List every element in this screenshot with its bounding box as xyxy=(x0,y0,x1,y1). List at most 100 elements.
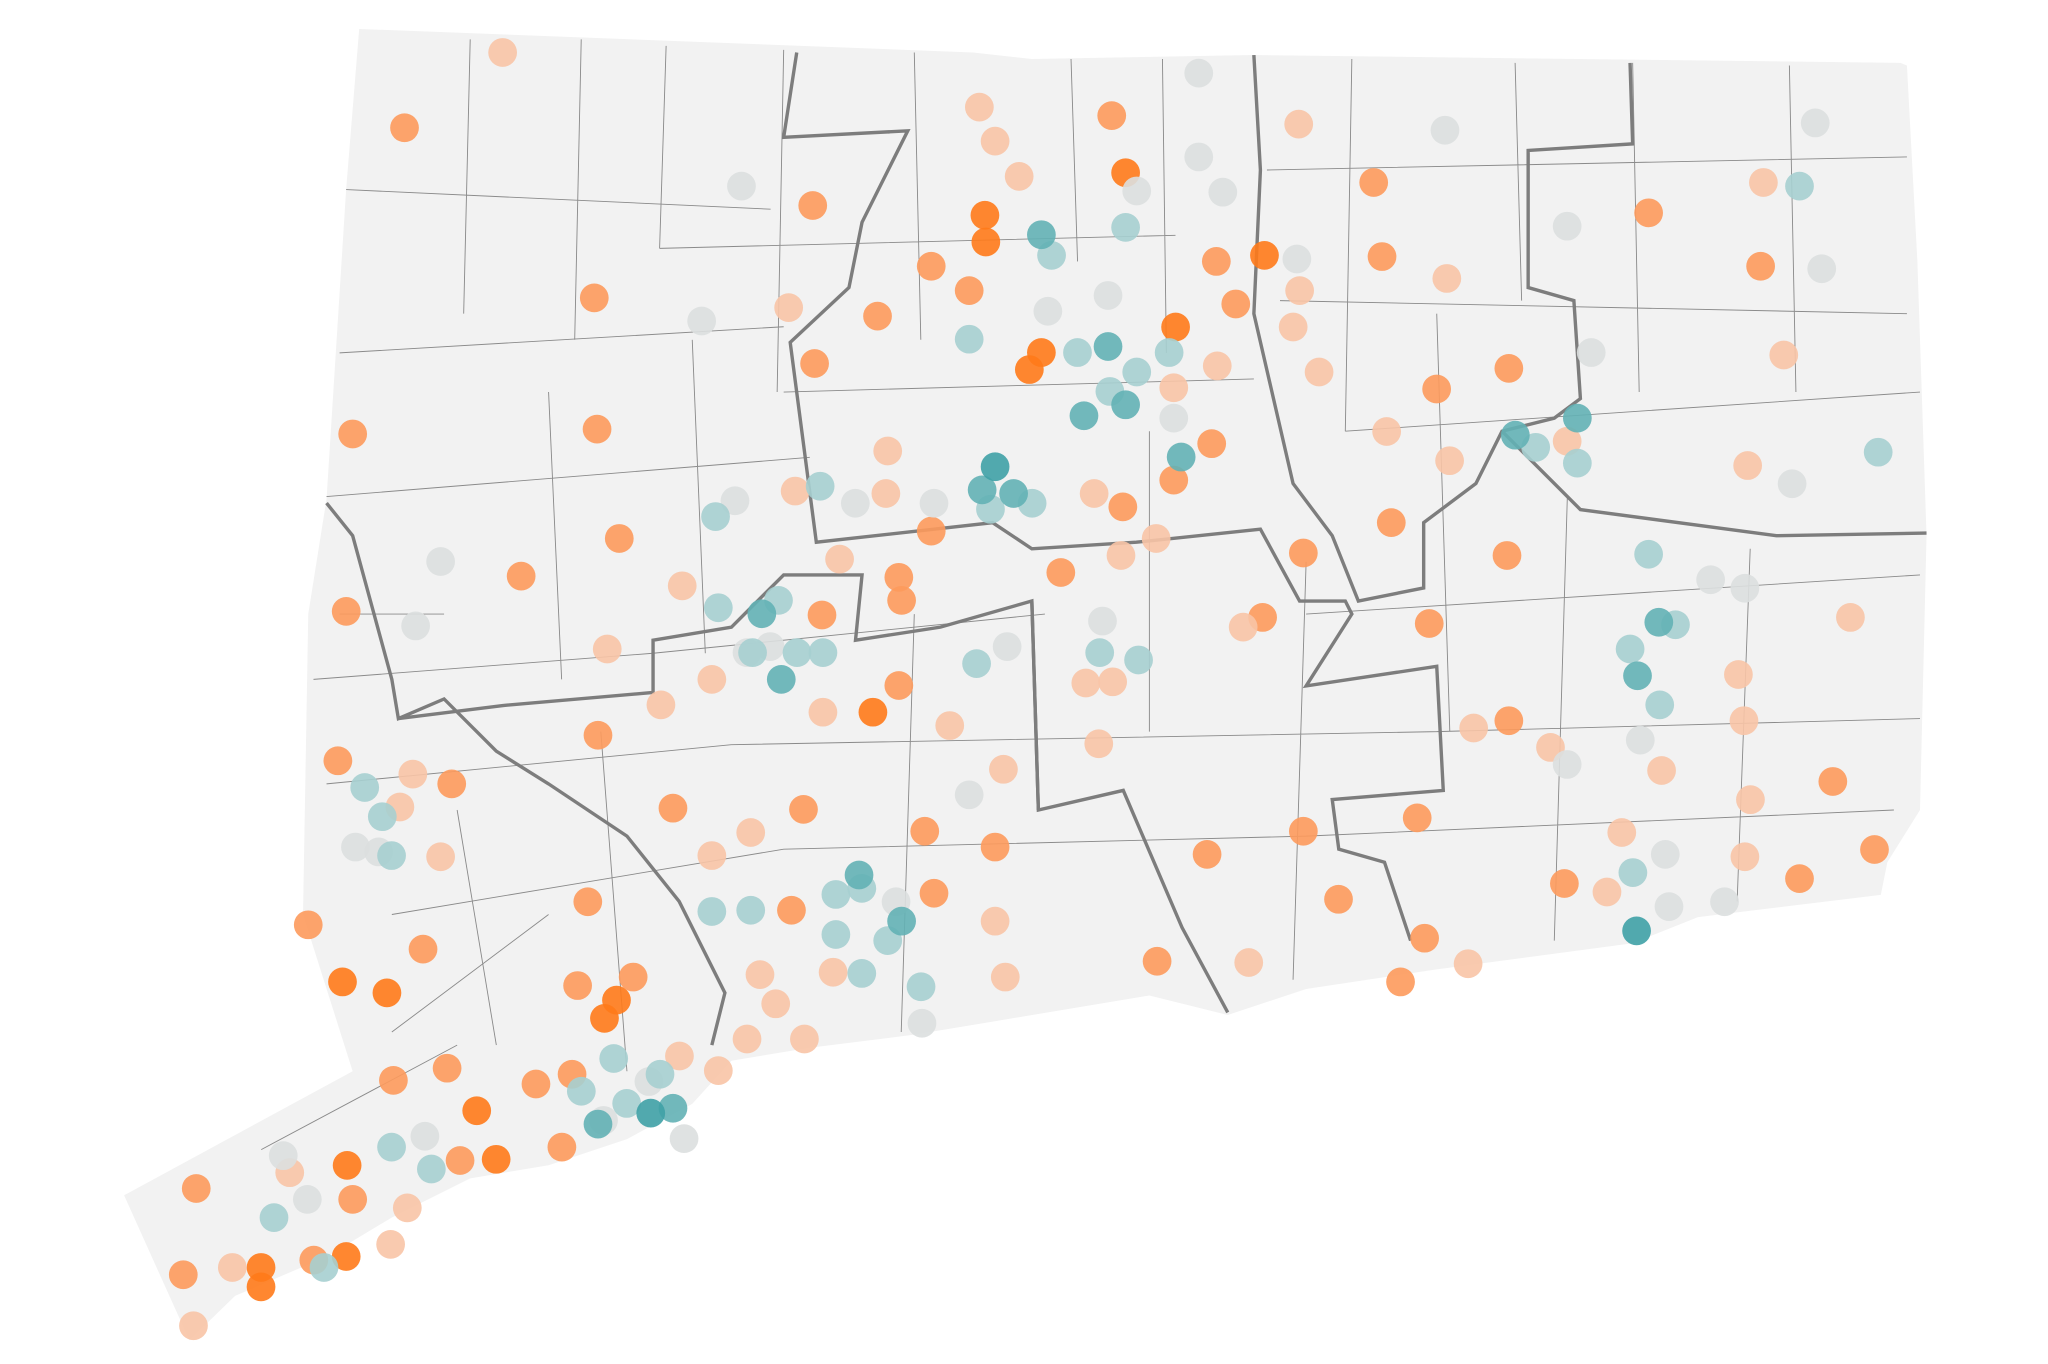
location-dot xyxy=(910,816,940,846)
location-dot xyxy=(416,1154,446,1184)
location-dot xyxy=(367,802,397,832)
location-dot xyxy=(1552,426,1582,456)
location-dot xyxy=(1607,818,1637,847)
location-dot xyxy=(1576,338,1606,367)
location-dot xyxy=(1372,417,1402,446)
location-dot xyxy=(338,419,368,449)
location-dot xyxy=(1376,508,1406,538)
location-dot xyxy=(1459,713,1489,743)
location-dot xyxy=(1304,357,1334,387)
location-dots xyxy=(168,38,1893,1341)
location-dot xyxy=(761,989,791,1019)
location-dot xyxy=(1093,281,1123,310)
location-dot xyxy=(646,690,676,720)
location-dot xyxy=(1093,332,1123,361)
location-dot xyxy=(426,842,455,872)
location-dot xyxy=(971,227,1001,257)
location-dot xyxy=(1730,842,1760,872)
location-dot xyxy=(1430,115,1460,145)
location-dot xyxy=(1785,171,1814,201)
location-dot xyxy=(259,1203,289,1232)
location-dot xyxy=(964,92,994,122)
location-dot xyxy=(1250,240,1279,270)
town-borders xyxy=(261,39,1921,1150)
location-dot xyxy=(840,488,870,518)
location-dot xyxy=(293,910,323,940)
location-dot xyxy=(962,649,991,678)
location-dot xyxy=(967,475,997,505)
location-dot xyxy=(1106,541,1136,570)
location-dot xyxy=(1284,109,1314,139)
location-dot xyxy=(408,934,438,964)
location-dot xyxy=(1749,168,1778,197)
location-dot xyxy=(989,754,1018,784)
location-dot xyxy=(1550,869,1579,898)
location-dot xyxy=(612,1089,642,1118)
location-dot xyxy=(246,1272,276,1302)
location-dot xyxy=(1288,816,1318,846)
location-dot xyxy=(858,697,888,727)
location-dot xyxy=(906,972,936,1002)
location-dot xyxy=(887,906,916,936)
location-dot xyxy=(292,1185,322,1214)
location-dot xyxy=(1746,251,1775,281)
location-dot xyxy=(1552,211,1582,241)
location-dot xyxy=(871,479,901,508)
location-dot xyxy=(790,1024,819,1054)
location-dot xyxy=(697,841,727,870)
location-dot xyxy=(1285,276,1315,305)
location-dot xyxy=(547,1132,577,1162)
location-dot xyxy=(1494,706,1524,736)
location-dot xyxy=(599,1044,629,1073)
location-dot xyxy=(774,293,804,322)
location-dot xyxy=(1111,390,1140,420)
location-dot xyxy=(916,516,946,546)
location-dot xyxy=(332,1151,362,1180)
location-dot xyxy=(168,1260,198,1290)
location-dot xyxy=(338,1185,368,1214)
location-dot xyxy=(1027,220,1056,250)
location-dot xyxy=(970,200,1000,230)
location-dot xyxy=(1386,967,1415,997)
location-dot xyxy=(1122,357,1152,387)
location-dot xyxy=(884,671,914,700)
location-dot xyxy=(1159,373,1189,403)
county-borders xyxy=(325,52,1927,1046)
location-dot xyxy=(1088,606,1117,636)
location-dot xyxy=(1033,296,1063,326)
location-dot xyxy=(1724,660,1753,689)
location-dot xyxy=(377,841,406,870)
location-dot xyxy=(645,1059,675,1089)
location-dot xyxy=(506,561,536,591)
location-dot xyxy=(437,769,467,799)
location-dot xyxy=(1654,892,1684,921)
location-dot xyxy=(1785,864,1814,894)
location-dot xyxy=(1208,177,1238,207)
location-dot xyxy=(268,1141,298,1171)
location-dot xyxy=(377,1132,406,1162)
location-dot xyxy=(604,524,634,553)
location-dot xyxy=(1201,247,1231,276)
location-dot xyxy=(602,985,631,1015)
location-dot xyxy=(1696,565,1726,595)
location-dot xyxy=(919,488,949,518)
location-dot xyxy=(919,878,949,908)
location-dot xyxy=(873,436,903,466)
location-dot xyxy=(1432,264,1462,293)
location-dot xyxy=(618,962,648,992)
location-dot xyxy=(181,1174,211,1203)
location-dot xyxy=(1562,448,1592,478)
location-dot xyxy=(980,906,1010,936)
location-dot xyxy=(821,920,851,949)
location-dot xyxy=(1085,638,1115,668)
location-dot xyxy=(1622,916,1651,946)
location-dot xyxy=(372,978,402,1008)
location-dot xyxy=(1202,351,1232,381)
location-dot xyxy=(573,887,603,917)
location-dot xyxy=(636,1098,666,1128)
location-dot xyxy=(376,1229,406,1259)
location-dot xyxy=(426,547,455,576)
location-dot xyxy=(1046,558,1076,587)
location-dot xyxy=(1402,803,1432,833)
